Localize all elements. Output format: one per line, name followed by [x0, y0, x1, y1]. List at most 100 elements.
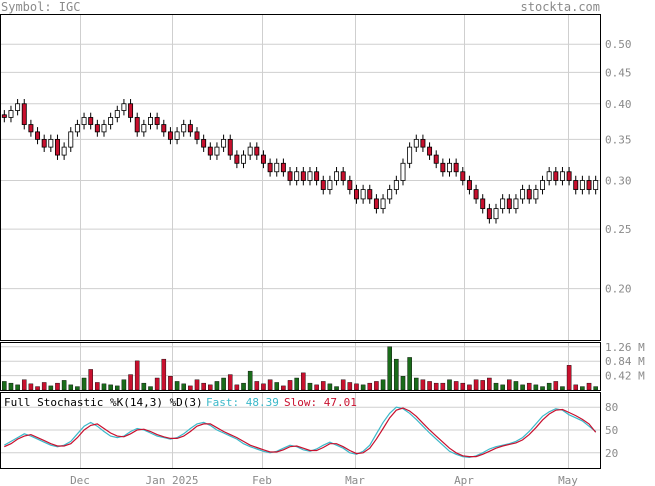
volume-bar — [274, 382, 280, 391]
volume-bar — [134, 360, 140, 391]
stoch-slow-line — [4, 407, 597, 458]
candle-body — [167, 131, 173, 140]
candle-body — [101, 124, 107, 133]
candle-body — [447, 162, 452, 173]
volume-bar — [161, 358, 167, 391]
volume-bar — [201, 382, 206, 391]
candle-body — [300, 171, 306, 181]
candle-body — [141, 124, 147, 133]
x-tick-label: Apr — [454, 474, 474, 486]
volume-bar — [88, 369, 93, 391]
candle-body — [8, 110, 14, 118]
candle-body — [241, 154, 246, 164]
candle-body — [440, 162, 446, 173]
volume-bar — [467, 384, 472, 391]
candle-body — [194, 131, 200, 140]
price-tick-label: 0.35 — [605, 133, 632, 146]
candle-body — [267, 162, 273, 173]
candle-body — [546, 171, 552, 181]
volume-bar — [320, 381, 326, 391]
volume-bar — [101, 383, 107, 391]
candle-body — [287, 171, 293, 181]
volume-bar — [507, 379, 512, 391]
price-tick-label: 0.30 — [605, 175, 632, 188]
candle-body — [134, 117, 140, 133]
candle-body — [500, 198, 506, 210]
candle-body — [320, 180, 326, 190]
volume-bar — [281, 385, 286, 391]
volume-bar — [294, 377, 299, 391]
candle-body — [294, 171, 300, 181]
candle-body — [41, 138, 47, 148]
candle-body — [566, 171, 572, 181]
volume-bar — [473, 379, 479, 391]
candle-body — [148, 117, 153, 125]
volume-bar — [15, 384, 20, 391]
volume-bar — [593, 386, 598, 391]
candle-body — [400, 162, 406, 181]
volume-bar — [546, 382, 552, 391]
panel-frame-3 — [0, 392, 601, 469]
candle-body — [327, 180, 333, 190]
price-tick-label: 0.20 — [605, 283, 632, 296]
stoch-fast-line — [4, 406, 597, 459]
candle-body — [68, 131, 74, 148]
x-tick-label: Dec — [70, 474, 90, 486]
candle-body — [61, 146, 67, 156]
volume-bar — [108, 384, 113, 391]
volume-bar — [533, 384, 539, 391]
candle-body — [161, 124, 167, 133]
volume-bar — [487, 377, 492, 391]
volume-bar — [380, 379, 386, 391]
candle-body — [360, 189, 366, 200]
volume-bar — [400, 376, 406, 391]
volume-bar — [566, 365, 572, 391]
candle-body — [207, 146, 213, 156]
volume-bar — [480, 380, 485, 391]
volume-bar — [48, 385, 54, 391]
volume-bar — [513, 381, 519, 391]
volume-bar — [414, 377, 419, 391]
candle-body — [373, 198, 379, 210]
candle-body — [28, 124, 34, 133]
candle-body — [274, 162, 280, 173]
candle-body — [128, 103, 134, 118]
candle-body — [520, 189, 526, 200]
volume-bar — [560, 386, 565, 391]
candle-body — [81, 117, 87, 125]
volume-bar — [115, 385, 120, 391]
candle-body — [94, 124, 100, 133]
x-tick-label: Jan 2025 — [146, 474, 199, 486]
volume-bar — [214, 381, 220, 391]
stoch-slow-label: Slow: 47.01 — [284, 396, 357, 409]
volume-bar — [194, 379, 200, 391]
candle-body — [201, 138, 207, 148]
price-tick-label: 0.25 — [605, 223, 632, 236]
candle-body — [307, 171, 313, 181]
candle-body — [540, 180, 545, 190]
volume-bar — [254, 381, 260, 391]
volume-bar — [573, 384, 579, 391]
volume-bar — [314, 384, 319, 391]
candle-body — [334, 171, 340, 181]
volume-bar — [181, 383, 186, 391]
volume-bar — [420, 379, 426, 391]
candle-body — [280, 162, 286, 173]
x-tick-label: Feb — [252, 474, 272, 486]
candle-body — [513, 198, 519, 210]
volume-bar — [121, 379, 127, 391]
candle-body — [559, 171, 565, 181]
volume-bar — [526, 382, 532, 391]
candle-body — [413, 138, 419, 148]
volume-bar — [394, 358, 399, 391]
panel-frame-1 — [0, 14, 601, 341]
candle-body — [480, 198, 486, 210]
candle-body — [407, 146, 413, 164]
volume-bar — [440, 382, 446, 391]
volume-tick-label: 0.42 M — [605, 370, 645, 383]
panel-frame-2 — [0, 342, 601, 391]
volume-bar — [287, 380, 293, 391]
volume-bar — [340, 379, 346, 391]
candle-body — [35, 131, 41, 140]
volume-bar — [68, 384, 74, 391]
